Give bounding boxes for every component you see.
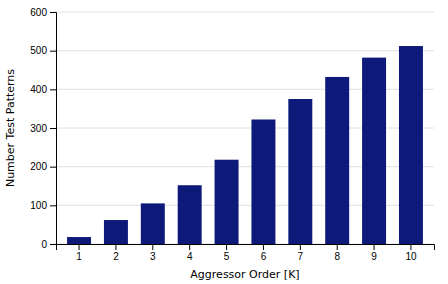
y-tick-label: 600 <box>30 7 47 18</box>
x-tick-label: 10 <box>405 251 417 262</box>
y-tick-mark <box>50 205 56 206</box>
x-tick-label: 5 <box>224 251 230 262</box>
grid-line <box>56 12 434 13</box>
y-tick: 200 <box>30 161 56 172</box>
y-tick-label: 200 <box>30 161 47 172</box>
x-tick: 3 <box>150 244 156 262</box>
y-tick: 0 <box>41 239 56 250</box>
x-tick-mark <box>337 244 338 250</box>
x-tick-mark <box>410 244 411 250</box>
y-tick-mark <box>50 128 56 129</box>
bar <box>67 237 91 244</box>
y-tick-label: 500 <box>30 45 47 56</box>
grid <box>56 12 434 244</box>
bar <box>325 77 349 244</box>
y-tick-mark <box>50 12 56 13</box>
x-tick-mark <box>263 244 264 250</box>
x-tick-mark <box>79 244 80 250</box>
y-tick: 500 <box>30 45 56 56</box>
plot-area: 123456789100100200300400500600 <box>30 7 434 262</box>
chart: 123456789100100200300400500600Aggressor … <box>0 0 448 284</box>
y-tick-mark <box>50 244 56 245</box>
y-axis: 0 100 200 300 400 500 600 <box>30 7 56 250</box>
y-tick-label: 100 <box>30 200 47 211</box>
x-tick-label: 1 <box>76 251 82 262</box>
x-tick-label: 4 <box>187 251 193 262</box>
x-axis-line <box>57 245 435 251</box>
x-tick-label: 3 <box>150 251 156 262</box>
grid-line <box>56 50 434 51</box>
bar <box>251 119 275 244</box>
bar <box>215 160 239 244</box>
x-tick-label: 9 <box>371 251 377 262</box>
x-tick-mark <box>226 244 227 250</box>
bar <box>399 46 423 244</box>
x-tick-label: 7 <box>298 251 304 262</box>
x-axis: 1 2 3 4 5 6 7 8 9 10 <box>57 244 435 262</box>
bar <box>104 220 128 244</box>
x-tick: 1 <box>76 244 82 262</box>
x-tick: 8 <box>334 244 340 262</box>
x-tick: 7 <box>298 244 304 262</box>
y-tick-mark <box>50 167 56 168</box>
x-tick: 4 <box>187 244 193 262</box>
x-tick-mark <box>152 244 153 250</box>
x-tick-label: 2 <box>113 251 119 262</box>
y-tick: 100 <box>30 200 56 211</box>
y-tick: 400 <box>30 84 56 95</box>
y-axis-title: Number Test Patterns <box>4 69 17 187</box>
y-tick-label: 0 <box>41 239 47 250</box>
x-tick-label: 8 <box>334 251 340 262</box>
y-tick: 600 <box>30 7 56 18</box>
x-tick: 2 <box>113 244 119 262</box>
x-tick-label: 6 <box>261 251 267 262</box>
x-tick: 6 <box>261 244 267 262</box>
bar <box>178 185 202 244</box>
bar <box>362 58 386 244</box>
bar <box>288 99 312 244</box>
x-tick-mark <box>189 244 190 250</box>
x-tick-mark <box>115 244 116 250</box>
x-tick-mark <box>300 244 301 250</box>
x-tick-mark <box>374 244 375 250</box>
x-tick: 10 <box>405 244 417 262</box>
y-tick: 300 <box>30 123 56 134</box>
y-tick-label: 300 <box>30 123 47 134</box>
x-tick: 5 <box>224 244 230 262</box>
y-tick-label: 400 <box>30 84 47 95</box>
x-tick: 9 <box>371 244 377 262</box>
bar <box>141 203 165 244</box>
y-tick-mark <box>50 89 56 90</box>
y-tick-mark <box>50 51 56 52</box>
y-axis-line <box>50 13 57 245</box>
x-axis-title: Aggressor Order [K] <box>190 268 299 281</box>
bars <box>67 46 423 244</box>
